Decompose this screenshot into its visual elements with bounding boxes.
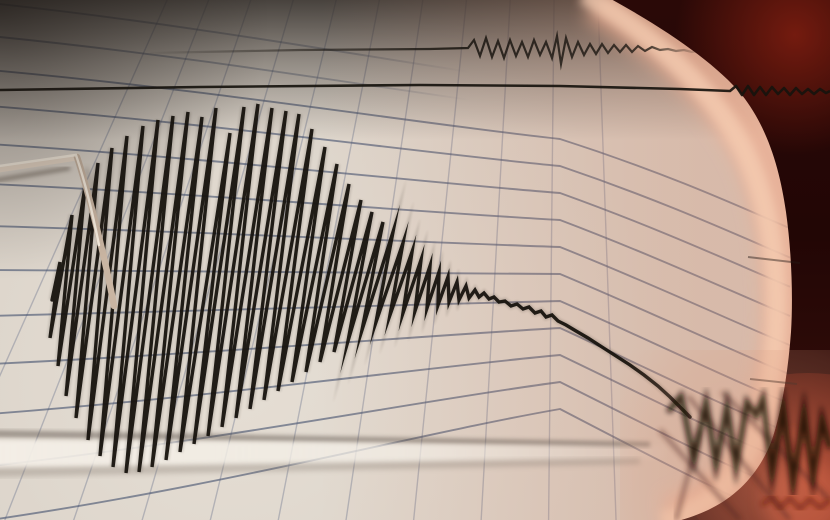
blurred-seismic-trace	[665, 383, 830, 507]
blurred-grid-line	[658, 428, 742, 520]
small-aftershock-trace	[149, 29, 701, 71]
corner-vignette	[0, 0, 400, 300]
baseline-trace	[0, 83, 830, 97]
blurred-foreground-corner	[620, 350, 830, 520]
rim-grid-segment	[747, 256, 801, 264]
faint-red-squiggle	[760, 494, 830, 512]
